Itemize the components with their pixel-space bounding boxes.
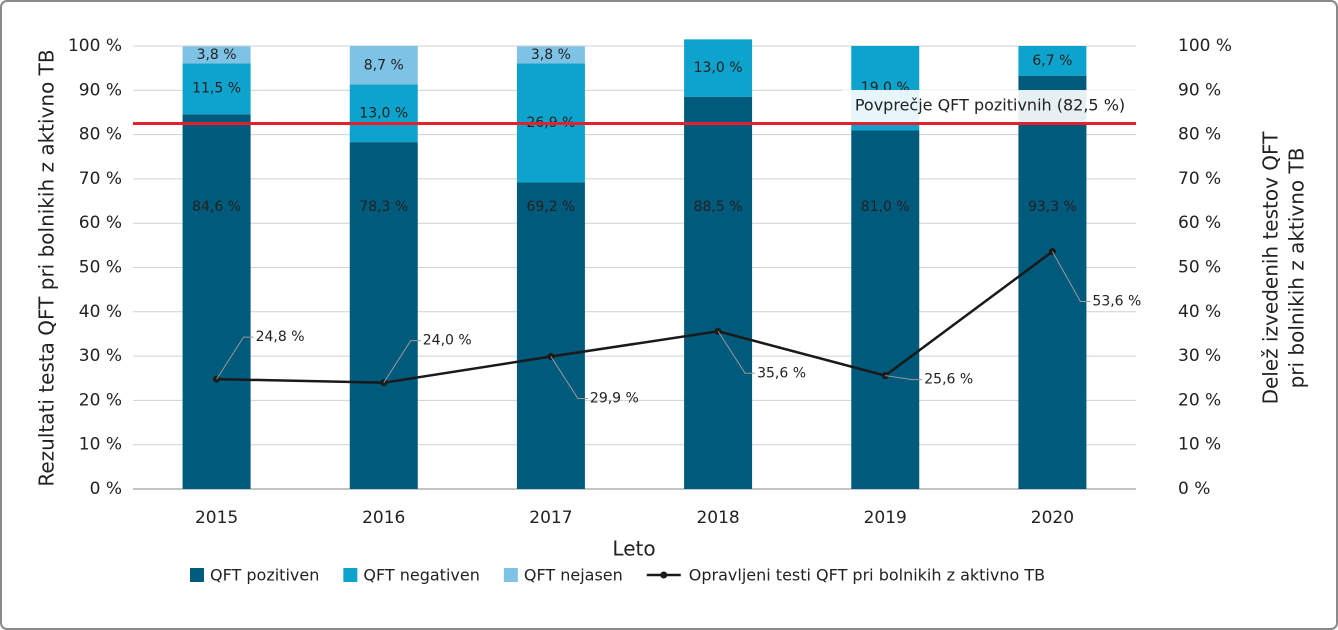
data-label: 93,3 % bbox=[1028, 199, 1077, 215]
y-tick-label: 70 % bbox=[79, 169, 122, 189]
legend-swatch bbox=[343, 568, 358, 582]
legend-label: QFT negativen bbox=[363, 566, 480, 585]
data-label: 24,0 % bbox=[423, 333, 472, 349]
data-label: 35,6 % bbox=[757, 365, 806, 381]
leader-line bbox=[717, 331, 756, 374]
leader-line bbox=[1051, 251, 1091, 303]
data-label: 8,7 % bbox=[364, 57, 404, 73]
y-tick-label: 30 % bbox=[79, 346, 122, 366]
y-tick-label: 10 % bbox=[79, 435, 122, 455]
legend-point bbox=[660, 571, 668, 579]
legend-label: QFT nejasen bbox=[524, 566, 623, 585]
legend-label: Opravljeni testi QFT pri bolnikih z akti… bbox=[689, 566, 1045, 585]
data-label: 69,2 % bbox=[526, 199, 575, 215]
x-axis-label: Leto bbox=[612, 537, 655, 561]
y2-tick-label: 10 % bbox=[1178, 435, 1221, 455]
x-tick-label: 2015 bbox=[195, 508, 238, 528]
bar-segment bbox=[851, 130, 920, 490]
x-tick-label: 2020 bbox=[1031, 508, 1074, 528]
bar-segment bbox=[516, 182, 585, 489]
bar-segment bbox=[349, 46, 418, 85]
y2-tick-label: 100 % bbox=[1178, 36, 1232, 56]
bar-segment bbox=[182, 114, 251, 490]
data-label: 81,0 % bbox=[861, 199, 910, 215]
data-label: 3,8 % bbox=[197, 47, 237, 63]
data-label: 84,6 % bbox=[192, 199, 241, 215]
leader-line bbox=[216, 336, 254, 380]
bar-segment bbox=[1018, 75, 1087, 489]
bar-segment bbox=[684, 96, 753, 489]
y2-axis-label: pri bolnikih z aktivno TB bbox=[1285, 148, 1309, 389]
line-series bbox=[216, 250, 1054, 384]
y2-tick-label: 30 % bbox=[1178, 346, 1221, 366]
bar-segment bbox=[182, 63, 251, 115]
y-tick-label: 40 % bbox=[79, 302, 122, 322]
legend-swatch bbox=[190, 568, 204, 582]
x-tick-label: 2019 bbox=[864, 508, 907, 528]
y2-tick-label: 20 % bbox=[1178, 390, 1221, 410]
bar-segment bbox=[182, 46, 251, 64]
y-tick-label: 20 % bbox=[79, 390, 122, 410]
data-label: 78,3 % bbox=[359, 199, 408, 215]
x-tick-label: 2018 bbox=[696, 508, 739, 528]
legend-swatch bbox=[503, 568, 518, 582]
y-tick-label: 0 % bbox=[90, 479, 122, 499]
data-label: 29,9 % bbox=[590, 391, 639, 407]
data-label: 88,5 % bbox=[694, 199, 743, 215]
reference-label: Povprečje QFT pozitivnih (82,5 %) bbox=[855, 96, 1125, 115]
data-label: 3,8 % bbox=[531, 47, 571, 63]
bar-segment bbox=[684, 39, 753, 97]
y-tick-label: 60 % bbox=[79, 213, 122, 233]
bar-segment bbox=[516, 46, 585, 64]
data-label: 11,5 % bbox=[192, 81, 241, 97]
y2-tick-label: 80 % bbox=[1178, 125, 1221, 145]
y-tick-label: 90 % bbox=[79, 80, 122, 100]
annotation-box bbox=[842, 90, 1137, 122]
y-tick-label: 80 % bbox=[79, 125, 122, 145]
data-label: 53,6 % bbox=[1092, 294, 1141, 310]
y-axis-label: Rezultati testa QFT pri bolnikih z aktiv… bbox=[35, 49, 59, 486]
y2-tick-label: 50 % bbox=[1178, 258, 1221, 278]
bar-segment bbox=[349, 142, 418, 490]
y-tick-label: 100 % bbox=[68, 36, 122, 56]
data-label: 13,0 % bbox=[359, 105, 408, 121]
data-label: 24,8 % bbox=[256, 329, 305, 345]
data-label: 13,0 % bbox=[694, 60, 743, 76]
y2-tick-label: 90 % bbox=[1178, 80, 1221, 100]
y2-tick-label: 70 % bbox=[1178, 169, 1221, 189]
y-tick-label: 50 % bbox=[79, 258, 122, 278]
x-tick-label: 2017 bbox=[529, 508, 572, 528]
legend-label: QFT pozitiven bbox=[210, 566, 319, 585]
x-tick-label: 2016 bbox=[362, 508, 405, 528]
leader-line bbox=[550, 356, 588, 400]
y2-tick-label: 40 % bbox=[1178, 302, 1221, 322]
y2-tick-label: 0 % bbox=[1178, 479, 1210, 499]
y2-tick-label: 60 % bbox=[1178, 213, 1221, 233]
leader-line bbox=[885, 375, 923, 381]
bar-segment bbox=[349, 84, 418, 143]
y2-axis-label: Delež izvedenih testov QFT bbox=[1259, 131, 1283, 405]
data-label: 6,7 % bbox=[1032, 53, 1072, 69]
leader-line bbox=[383, 340, 421, 383]
data-label: 25,6 % bbox=[924, 372, 973, 388]
bar-segment bbox=[1018, 46, 1087, 76]
